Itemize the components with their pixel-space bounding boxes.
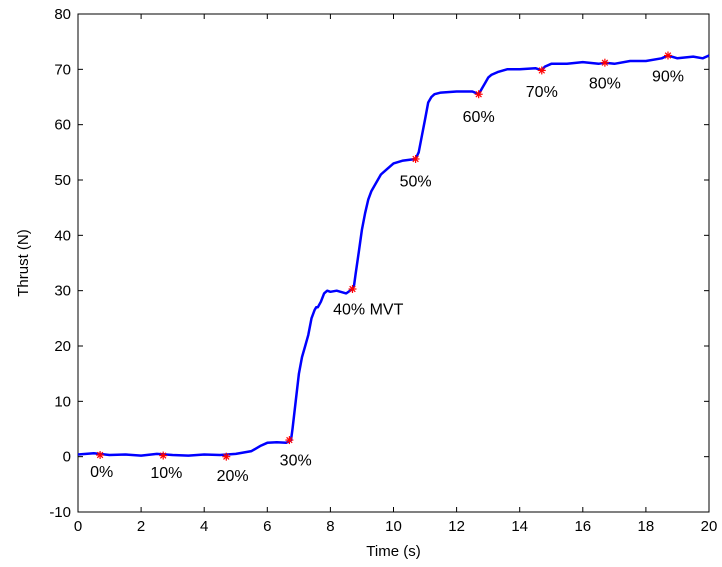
asterisk-marker xyxy=(600,58,609,67)
asterisk-marker xyxy=(411,154,420,163)
percent-annotation: 50% xyxy=(400,174,432,191)
percent-annotation: 30% xyxy=(280,452,312,469)
percent-annotation: 90% xyxy=(652,68,684,85)
asterisk-marker xyxy=(663,51,672,60)
x-tick-label: 10 xyxy=(385,518,402,535)
asterisk-marker xyxy=(285,436,294,445)
annotation-layer: 0% 10% 20% 30% 40% MVT 50% 60% 70% 80% 90% xyxy=(90,68,684,485)
percent-annotation: 20% xyxy=(217,468,249,485)
y-tick-label: 20 xyxy=(54,338,71,355)
y-axis-ticks: -10 0 10 20 30 40 50 60 70 80 xyxy=(49,6,709,521)
asterisk-marker xyxy=(537,66,546,75)
x-tick-label: 16 xyxy=(574,518,591,535)
x-tick-label: 20 xyxy=(701,518,718,535)
x-tick-label: 0 xyxy=(74,518,82,535)
y-tick-label: 60 xyxy=(54,117,71,134)
percent-annotation: 10% xyxy=(150,465,182,482)
y-tick-label: 0 xyxy=(63,449,71,466)
percent-annotation: 80% xyxy=(589,76,621,93)
y-tick-label: 30 xyxy=(54,283,71,300)
asterisk-marker xyxy=(96,451,105,460)
asterisk-marker xyxy=(348,285,357,294)
y-tick-label: 80 xyxy=(54,6,71,23)
asterisk-marker xyxy=(159,451,168,460)
asterisk-marker xyxy=(222,452,231,461)
x-tick-label: 6 xyxy=(263,518,271,535)
x-tick-label: 18 xyxy=(638,518,655,535)
x-tick-label: 8 xyxy=(326,518,334,535)
y-tick-label: 70 xyxy=(54,61,71,78)
y-tick-label: 10 xyxy=(54,393,71,410)
x-tick-label: 2 xyxy=(137,518,145,535)
percent-annotation: 70% xyxy=(526,84,558,101)
thrust-line xyxy=(77,54,710,457)
x-tick-label: 14 xyxy=(511,518,528,535)
series-layer xyxy=(77,54,710,457)
marker-layer xyxy=(96,51,672,461)
x-axis-title: Time (s) xyxy=(366,543,420,560)
y-tick-label: 50 xyxy=(54,172,71,189)
asterisk-marker xyxy=(474,90,483,99)
plot-area xyxy=(77,13,710,513)
percent-annotation: 40% MVT xyxy=(333,301,403,318)
percent-annotation: 60% xyxy=(463,109,495,126)
y-tick-label: -10 xyxy=(49,504,71,521)
y-axis-title: Thrust (N) xyxy=(15,229,32,297)
x-axis-ticks: 0 2 4 6 8 10 12 14 16 18 20 xyxy=(74,14,718,535)
x-tick-label: 4 xyxy=(200,518,208,535)
y-tick-label: 40 xyxy=(54,227,71,244)
x-tick-label: 12 xyxy=(448,518,465,535)
percent-annotation: 0% xyxy=(90,464,113,481)
